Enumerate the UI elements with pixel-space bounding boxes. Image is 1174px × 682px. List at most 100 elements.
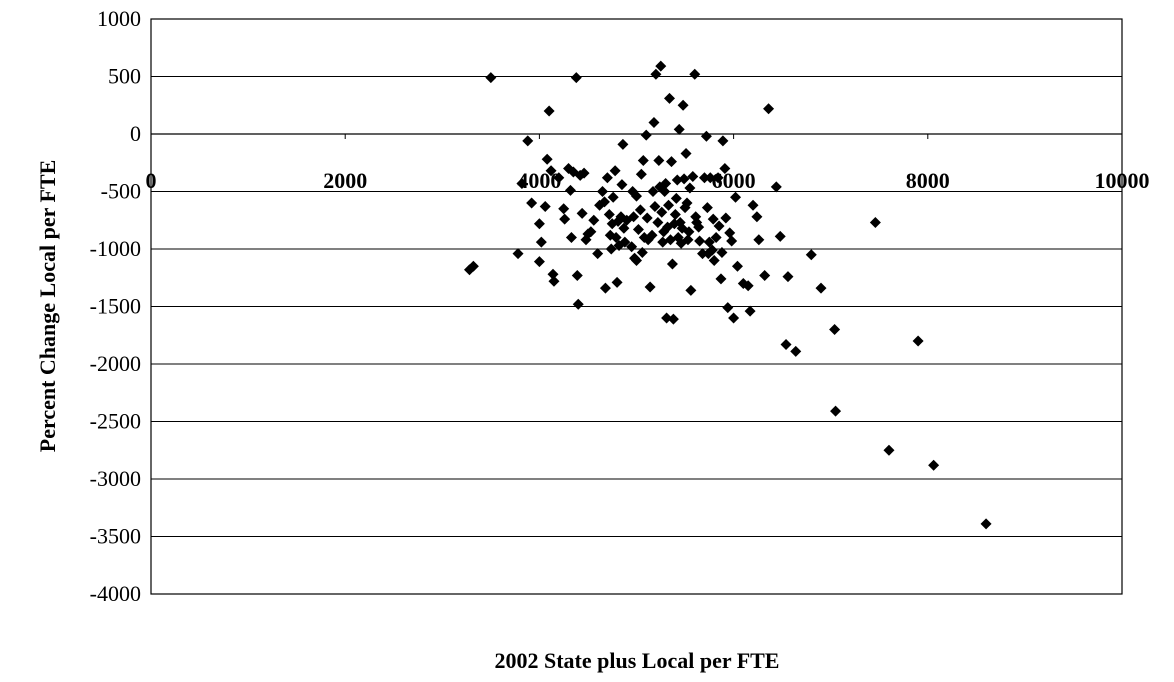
data-point: [790, 345, 802, 357]
data-point: [697, 248, 709, 260]
data-point: [815, 282, 827, 294]
x-tick-label: 10000: [1095, 168, 1150, 193]
x-tick-label: 2000: [323, 168, 367, 193]
data-point: [678, 173, 690, 185]
data-point: [693, 221, 705, 233]
data-point: [680, 148, 692, 160]
data-point: [572, 298, 584, 310]
data-point: [682, 234, 694, 246]
x-tick-label: 8000: [906, 168, 950, 193]
data-point: [539, 200, 551, 212]
data-point: [730, 191, 742, 203]
data-point: [653, 154, 665, 166]
data-point: [533, 256, 545, 268]
data-point: [588, 214, 600, 226]
data-point: [670, 192, 682, 204]
data-point: [763, 103, 775, 115]
y-tick-label: -500: [101, 179, 141, 204]
data-point: [780, 338, 792, 350]
data-point: [724, 227, 736, 239]
data-point: [704, 172, 716, 184]
data-point: [719, 163, 731, 174]
y-tick-label: -3000: [90, 466, 141, 491]
data-point: [782, 271, 794, 283]
data-point: [656, 206, 668, 218]
data-point: [659, 186, 671, 197]
data-point: [673, 123, 685, 135]
gridlines: [151, 18, 1122, 595]
data-point: [671, 174, 683, 186]
data-point: [744, 305, 756, 317]
data-point: [753, 234, 765, 246]
data-point: [666, 258, 678, 270]
data-point: [980, 518, 992, 530]
data-point: [722, 302, 734, 314]
data-point: [617, 138, 629, 150]
data-point: [647, 186, 659, 197]
data-point: [578, 167, 590, 179]
y-tick-label: -2000: [90, 351, 141, 376]
data-point: [715, 273, 727, 285]
y-tick-label: -1000: [90, 236, 141, 261]
data-point: [559, 213, 571, 225]
y-tick-label: -1500: [90, 294, 141, 319]
data-point: [726, 235, 738, 247]
data-point: [665, 156, 677, 168]
data-point: [912, 335, 924, 347]
data-point: [649, 200, 661, 212]
y-tick-label: 500: [108, 64, 141, 89]
data-point: [585, 226, 597, 238]
data-point: [655, 60, 667, 72]
data-point: [512, 248, 524, 260]
y-tick-label: -2500: [90, 409, 141, 434]
data-point: [564, 184, 576, 196]
y-axis-tick-labels: 1000 500 0 -500 -1000 -1500 -2000 -2500 -3000 -35…: [90, 6, 141, 606]
data-point: [883, 444, 895, 456]
data-point: [689, 68, 701, 80]
data-point: [731, 260, 743, 272]
data-point: [640, 129, 652, 141]
data-point: [677, 99, 689, 111]
data-point: [522, 135, 534, 147]
data-point: [805, 249, 817, 261]
data-point: [759, 269, 771, 281]
data-point: [570, 72, 582, 84]
data-point: [708, 255, 720, 266]
data-point: [751, 211, 763, 223]
data-point: [684, 182, 696, 194]
data-point: [720, 212, 732, 224]
data-point: [661, 312, 673, 324]
data-point: [599, 282, 611, 294]
y-tick-label: -4000: [90, 581, 141, 606]
data-point: [533, 218, 545, 230]
data-point: [660, 177, 672, 189]
data-point: [635, 168, 647, 180]
data-point: [628, 211, 640, 223]
data-point: [565, 232, 577, 243]
data-point: [644, 281, 656, 293]
data-point: [541, 153, 553, 165]
x-axis: [150, 133, 1123, 139]
data-point: [650, 68, 662, 80]
data-point: [707, 213, 719, 225]
data-point: [601, 172, 613, 184]
data-point: [626, 241, 638, 253]
x-axis-title: 2002 State plus Local per FTE: [494, 648, 779, 673]
x-axis-tick-labels: 0 2000 4000 6000 8000 10000: [146, 168, 1150, 193]
data-point: [712, 172, 724, 184]
data-point: [641, 212, 653, 224]
data-point: [770, 181, 782, 193]
data-point: [742, 280, 754, 292]
data-point: [516, 177, 528, 189]
data-point: [710, 232, 722, 243]
data-point: [548, 275, 560, 287]
data-point: [685, 284, 697, 296]
data-point: [631, 190, 642, 202]
y-axis-title: Percent Change Local per FTE: [35, 160, 60, 453]
data-point: [717, 135, 729, 147]
data-point: [694, 235, 706, 247]
data-point: [576, 207, 588, 219]
data-point: [547, 268, 559, 280]
data-point: [687, 171, 699, 183]
